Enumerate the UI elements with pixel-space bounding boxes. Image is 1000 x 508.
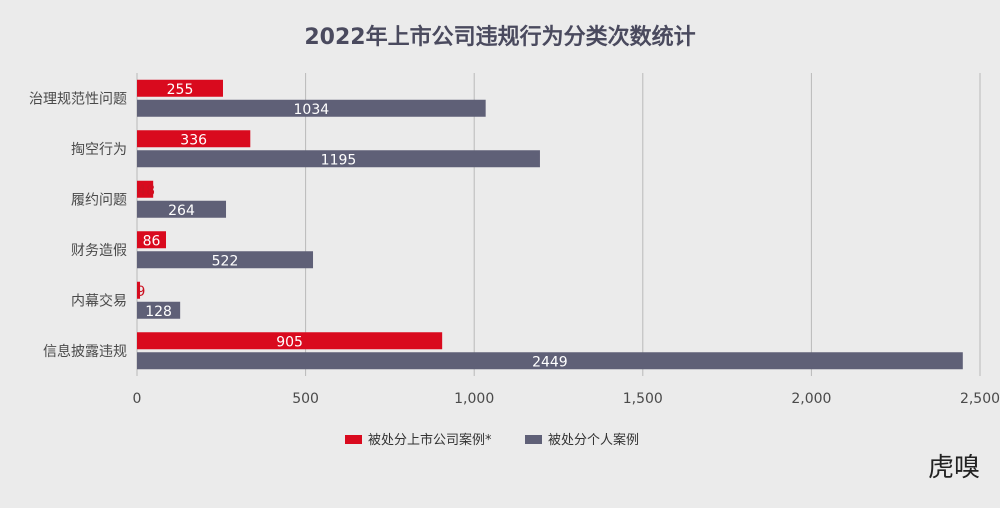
data-label: 128: [145, 304, 172, 320]
watermark-logo: 虎嗅: [928, 453, 980, 483]
data-label: 905: [276, 334, 303, 350]
data-label: 9: [137, 284, 146, 300]
legend: 被处分上市公司案例* 被处分个人案例: [345, 432, 639, 448]
data-label: 264: [168, 203, 195, 219]
labels: 0 500 1,000 1,500 2,000 2,500 治理规范性问题 255 1034 掏空…: [29, 82, 1000, 407]
x-tick-label: 0: [133, 391, 142, 407]
bar: [137, 130, 251, 148]
x-tick-label: 1,500: [623, 391, 663, 407]
category-label: 治理规范性问题: [29, 90, 127, 107]
bar: [137, 99, 486, 117]
legend-label: 被处分上市公司案例*: [368, 432, 492, 448]
bar: [137, 79, 223, 97]
bar: [137, 281, 141, 299]
x-tick-label: 2,000: [791, 391, 831, 407]
data-label: 1195: [321, 152, 357, 168]
bar: [137, 352, 963, 370]
grid-lines: [136, 73, 981, 376]
bars: [137, 79, 963, 370]
data-label: 522: [212, 253, 239, 269]
x-tick-label: 1,000: [454, 391, 494, 407]
x-tick-label: 2,500: [960, 391, 1000, 407]
data-label: 86: [143, 233, 161, 249]
data-label: 48: [137, 183, 155, 199]
chart-title: 2022年上市公司违规行为分类次数统计: [304, 24, 695, 50]
category-label: 信息披露违规: [43, 343, 127, 360]
category-label: 履约问题: [71, 192, 127, 208]
legend-label: 被处分个人案例: [548, 433, 639, 448]
category-label: 内幕交易: [71, 292, 127, 309]
x-tick-label: 500: [292, 391, 319, 407]
bar: [137, 231, 166, 249]
bar: [137, 150, 540, 168]
data-label: 255: [167, 82, 194, 98]
data-label: 2449: [532, 354, 568, 370]
bar: [137, 332, 443, 350]
legend-swatch: [525, 435, 542, 444]
data-label: 1034: [294, 102, 330, 118]
category-label: 财务造假: [71, 243, 127, 259]
category-label: 掏空行为: [71, 142, 127, 158]
bar: [137, 251, 314, 269]
bar: [137, 180, 154, 198]
bar: [137, 301, 181, 319]
bar: [137, 200, 227, 218]
data-label: 336: [180, 132, 207, 148]
legend-swatch: [345, 435, 362, 444]
